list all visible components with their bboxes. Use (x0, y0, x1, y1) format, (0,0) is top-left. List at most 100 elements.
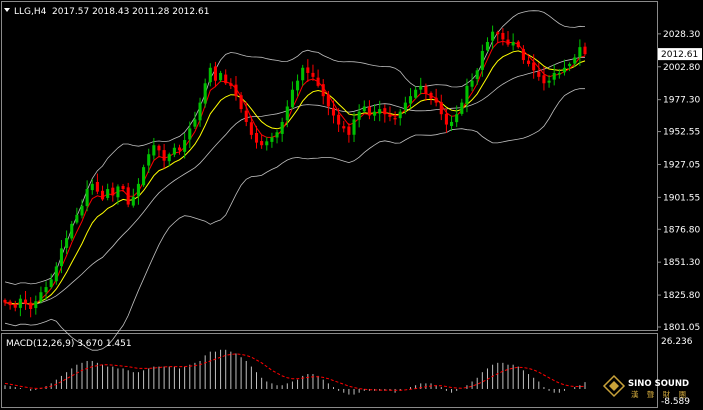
candle (475, 68, 479, 85)
candle-body (398, 111, 402, 119)
candle-body (85, 189, 89, 207)
candle (357, 104, 361, 128)
candle (480, 44, 484, 77)
price-tick-label: 1876.80 (663, 225, 700, 235)
candle-body (80, 205, 84, 216)
candle (147, 148, 151, 174)
candle (485, 37, 490, 53)
candle-body (49, 279, 53, 287)
candle (398, 108, 402, 126)
bollinger-middle-line (4, 57, 586, 306)
candle (162, 143, 166, 169)
candle-body (198, 102, 202, 121)
ohlc-values: 2017.57 2018.43 2011.28 2012.61 (52, 7, 209, 17)
candle-body (172, 147, 176, 155)
candle-body (331, 107, 336, 116)
candle-body (326, 94, 330, 107)
price-panel-border (1, 1, 658, 331)
candle-body (527, 60, 531, 64)
candle (414, 86, 418, 100)
candle-body (29, 302, 33, 310)
bollinger-lower-line (4, 88, 586, 351)
candle (23, 290, 28, 310)
candle (136, 178, 140, 205)
candle-body (578, 47, 582, 58)
candle-body (131, 196, 135, 206)
candle-body (157, 145, 161, 151)
price-tick-label: 1801.05 (663, 323, 700, 333)
candle-body (393, 117, 397, 120)
candle-body (193, 119, 197, 127)
candle (244, 101, 248, 127)
candle (219, 70, 223, 83)
candle-body (116, 186, 120, 198)
candle (521, 45, 525, 64)
candle (249, 115, 253, 140)
candle (198, 97, 202, 127)
candlesticks (3, 25, 587, 318)
candle (285, 100, 289, 128)
candle-body (270, 137, 274, 142)
candle (460, 98, 464, 116)
candle (450, 115, 454, 132)
candle (583, 42, 587, 56)
candle-body (388, 114, 392, 117)
candle-body (347, 126, 351, 135)
candle (167, 152, 171, 167)
candle (393, 111, 397, 125)
price-axis: 1801.05 1825.80 1851.30 1876.80 1901.55 1927.… (657, 30, 700, 333)
candle-body (311, 72, 315, 77)
candle (547, 75, 551, 88)
candle-body (13, 304, 17, 308)
candle-body (8, 301, 12, 306)
candle-body (357, 111, 361, 120)
candle-body (280, 121, 284, 134)
candle-body (208, 67, 212, 83)
candle-body (147, 154, 151, 166)
candle (265, 136, 269, 151)
candle (239, 92, 243, 113)
candle (516, 40, 520, 49)
candle (331, 100, 336, 124)
candle-body (424, 86, 428, 94)
candle-body (450, 121, 454, 126)
candle (444, 108, 448, 133)
candle (39, 286, 43, 304)
candle (234, 76, 238, 101)
symbol-timeframe: LLG,H4 (14, 7, 47, 17)
candle (306, 59, 310, 82)
candle-body (44, 287, 48, 293)
candle-body (455, 114, 459, 123)
collapse-arrow-icon[interactable] (4, 8, 10, 12)
bollinger-bands (4, 10, 586, 351)
candle (378, 100, 382, 122)
candle (13, 300, 17, 312)
candle-body (444, 113, 448, 125)
price-tick-label: 1977.30 (663, 96, 700, 106)
candle (270, 132, 274, 148)
candle-body (491, 31, 495, 41)
macd-panel-border (1, 333, 658, 408)
candle-body (254, 132, 259, 143)
candle (491, 25, 495, 50)
candle (121, 184, 125, 192)
current-price-label: 2012.61 (661, 50, 698, 60)
candle-body (126, 187, 130, 205)
candle (388, 106, 392, 122)
candle-body (321, 84, 325, 97)
candle-body (203, 83, 207, 104)
price-tick-label: 1952.55 (663, 128, 700, 138)
candle (296, 74, 300, 97)
candle-body (408, 96, 413, 104)
candle (254, 125, 259, 149)
candle-body (480, 51, 484, 70)
candle (177, 144, 182, 155)
candle-body (568, 63, 572, 67)
candle (111, 182, 115, 202)
candle (434, 88, 438, 107)
candle (326, 90, 330, 116)
candle (408, 88, 413, 109)
candle-body (562, 67, 567, 73)
price-tick-label: 1851.30 (663, 258, 700, 268)
logo-diamond-icon (602, 374, 626, 398)
